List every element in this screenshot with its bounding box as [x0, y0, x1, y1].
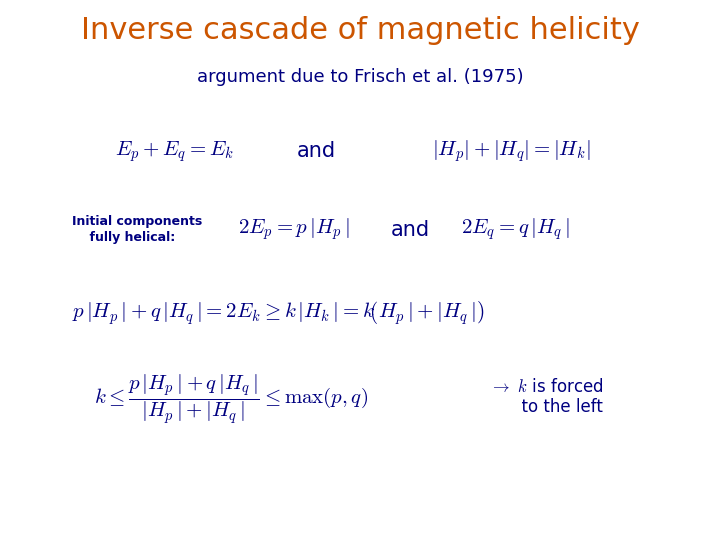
Text: $2E_p = p\,|H_p\,|$: $2E_p = p\,|H_p\,|$ [238, 217, 349, 242]
Text: Inverse cascade of magnetic helicity: Inverse cascade of magnetic helicity [81, 16, 639, 45]
Text: Initial components
    fully helical:: Initial components fully helical: [72, 215, 202, 244]
Text: $p\,|H_p\,| + q\,|H_q\,| = 2E_k \geq k\,|H_k\,| = k\!\left(H_p\,| + |H_q\,|\righ: $p\,|H_p\,| + q\,|H_q\,| = 2E_k \geq k\,… [72, 300, 485, 327]
Text: argument due to Frisch et al. (1975): argument due to Frisch et al. (1975) [197, 68, 523, 85]
Text: $|H_p| + |H_q| =|H_k|$: $|H_p| + |H_q| =|H_k|$ [432, 138, 590, 164]
Text: $2E_q = q\,|H_q\,|$: $2E_q = q\,|H_q\,|$ [461, 217, 570, 242]
Text: $E_p + E_q = E_k$: $E_p + E_q = E_k$ [115, 139, 234, 164]
Text: and: and [297, 141, 336, 161]
Text: and: and [391, 219, 430, 240]
Text: $\rightarrow$ $k$ is forced
      to the left: $\rightarrow$ $k$ is forced to the left [490, 377, 603, 416]
Text: $k \leq \dfrac{p\,|H_p\,| + q\,|H_q\,|}{|H_p\,| + |H_q\,|} \leq \max(p, q)$: $k \leq \dfrac{p\,|H_p\,| + q\,|H_q\,|}{… [94, 373, 368, 427]
